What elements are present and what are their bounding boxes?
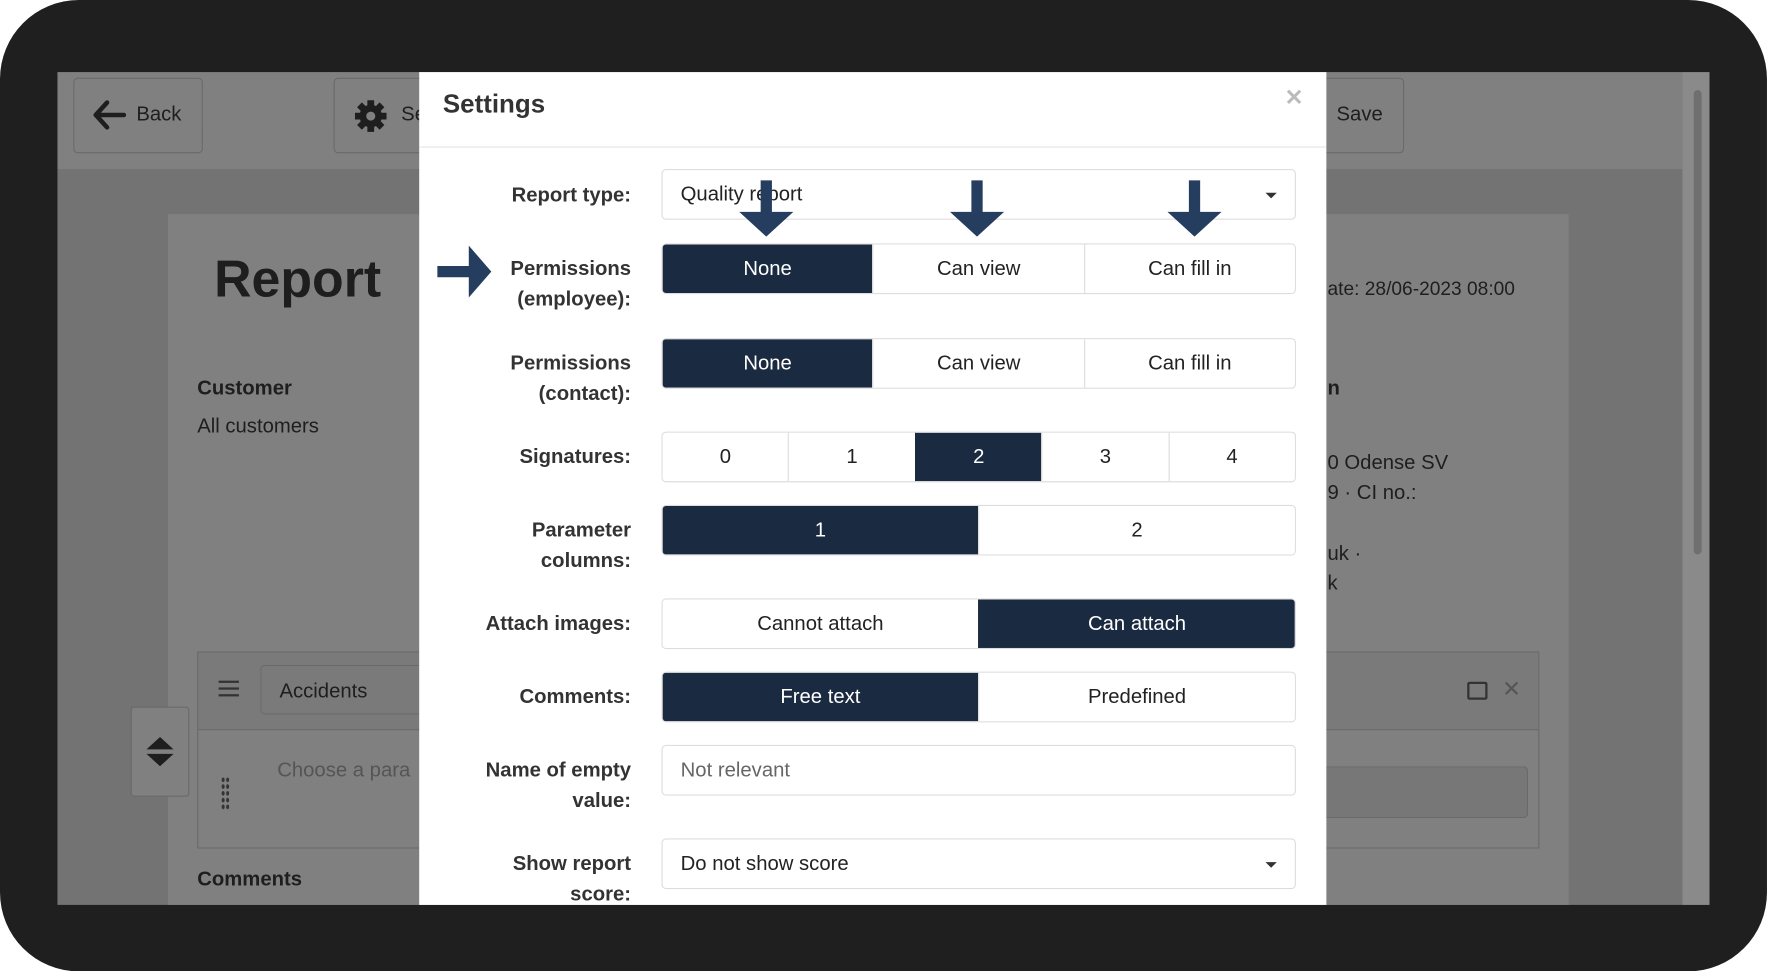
perm-contact-option-can-fill-in[interactable]: Can fill in — [1083, 339, 1295, 388]
report-score-select[interactable]: Do not show score — [661, 838, 1296, 890]
perm-employee-option-can-view[interactable]: Can view — [872, 244, 1084, 293]
perm-employee-option-can-fill-in[interactable]: Can fill in — [1083, 244, 1295, 293]
gear-icon — [354, 100, 387, 132]
comments-option-free-text[interactable]: Free text — [662, 672, 979, 722]
perm-contact-option-none[interactable]: None — [662, 339, 873, 388]
attach-images-label: Attach images: — [485, 611, 632, 635]
address-line: 0 Odense SV — [1327, 450, 1449, 474]
param-columns-option[interactable]: 1 — [662, 505, 979, 555]
save-label: Save — [1336, 102, 1383, 126]
signatures-label: Signatures: — [519, 445, 632, 468]
label-line: Name of empty — [485, 758, 632, 781]
empty-value-input[interactable]: Not relevant — [661, 744, 1296, 796]
copy-icon[interactable] — [1467, 681, 1488, 700]
arrow-down-annotation-icon — [949, 180, 1005, 237]
parameter-placeholder[interactable]: Choose a para — [277, 758, 411, 781]
contact-line: uk · — [1327, 542, 1362, 565]
address-line: 9 · CI no.: — [1327, 481, 1417, 504]
back-button[interactable]: Back — [73, 77, 203, 154]
parameter-input[interactable] — [1318, 766, 1529, 819]
date-text: ate: 28/06-2023 08:00 — [1327, 278, 1515, 300]
signatures-option[interactable]: 2 — [914, 432, 1042, 482]
delete-icon[interactable]: ✕ — [1502, 677, 1522, 703]
param-columns-label: Parameter columns: — [419, 515, 631, 576]
report-title: Report — [214, 249, 382, 308]
drag-handle-icon[interactable] — [220, 776, 230, 811]
signatures-option[interactable]: 1 — [788, 432, 915, 482]
report-score-label: Show report score: — [419, 849, 631, 905]
perm-contact-option-can-view[interactable]: Can view — [872, 339, 1084, 388]
label-line: Permissions — [510, 256, 632, 280]
comments-toggle: Free text Predefined — [661, 671, 1296, 723]
attach-images-toggle: Cannot attach Can attach — [661, 598, 1296, 650]
report-type-label: Report type: — [511, 183, 632, 207]
label-line: Show report — [512, 851, 632, 875]
empty-value-placeholder: Not relevant — [680, 758, 791, 781]
modal-title: Settings — [442, 89, 546, 119]
comments-label: Comments — [197, 867, 303, 891]
signatures-option[interactable]: 0 — [662, 432, 789, 482]
customer-value: All customers — [197, 414, 319, 438]
sort-button[interactable] — [130, 706, 190, 797]
arrow-down-annotation-icon — [739, 180, 794, 237]
customer-label: Customer — [197, 376, 292, 399]
attach-option-cannot[interactable]: Cannot attach — [662, 599, 979, 648]
caret-down-icon — [1265, 862, 1277, 868]
back-label: Back — [136, 102, 182, 126]
label-line: score: — [570, 882, 632, 905]
arrow-down-annotation-icon — [1167, 180, 1222, 237]
comments-setting-label: Comments: — [519, 685, 632, 708]
scrollbar-thumb[interactable] — [1693, 90, 1702, 555]
report-type-value: Quality report — [680, 182, 803, 206]
attach-option-can[interactable]: Can attach — [978, 599, 1295, 648]
label-line: Permissions — [510, 351, 632, 375]
label-line: (employee): — [517, 287, 632, 310]
label-line: columns: — [540, 548, 632, 572]
arrow-left-icon — [93, 100, 127, 130]
perm-employee-label: Permissions (employee): — [419, 254, 631, 315]
hamburger-icon[interactable] — [218, 680, 239, 697]
label-line: Parameter — [531, 518, 632, 541]
contact-line: k — [1327, 571, 1338, 594]
empty-value-label: Name of empty value: — [419, 755, 631, 816]
settings-modal: Settings ✕ Report type: Quality report P… — [419, 72, 1327, 905]
signatures-option[interactable]: 4 — [1168, 432, 1295, 482]
caret-down-icon — [1265, 192, 1277, 199]
perm-employee-toggle: None Can view Can fill in — [661, 243, 1296, 295]
close-icon[interactable]: ✕ — [1284, 85, 1304, 111]
label-line: (contact): — [538, 382, 632, 405]
param-columns-toggle: 1 2 — [661, 504, 1296, 556]
perm-employee-option-none[interactable]: None — [662, 244, 873, 293]
param-columns-option[interactable]: 2 — [978, 505, 1295, 555]
company-heading: n — [1327, 376, 1340, 399]
sort-icon — [146, 736, 174, 767]
perm-contact-toggle: None Can view Can fill in — [661, 338, 1296, 389]
arrow-right-annotation-icon — [437, 245, 492, 298]
comments-option-predefined[interactable]: Predefined — [978, 672, 1295, 722]
perm-contact-label: Permissions (contact): — [419, 348, 631, 409]
report-score-value: Do not show score — [680, 851, 849, 875]
section-name-input[interactable]: Accidents — [260, 664, 486, 715]
signatures-toggle: 0 1 2 3 4 — [661, 431, 1296, 483]
label-line: value: — [572, 788, 632, 812]
signatures-option[interactable]: 3 — [1041, 432, 1169, 482]
modal-header: Settings ✕ — [419, 72, 1327, 148]
